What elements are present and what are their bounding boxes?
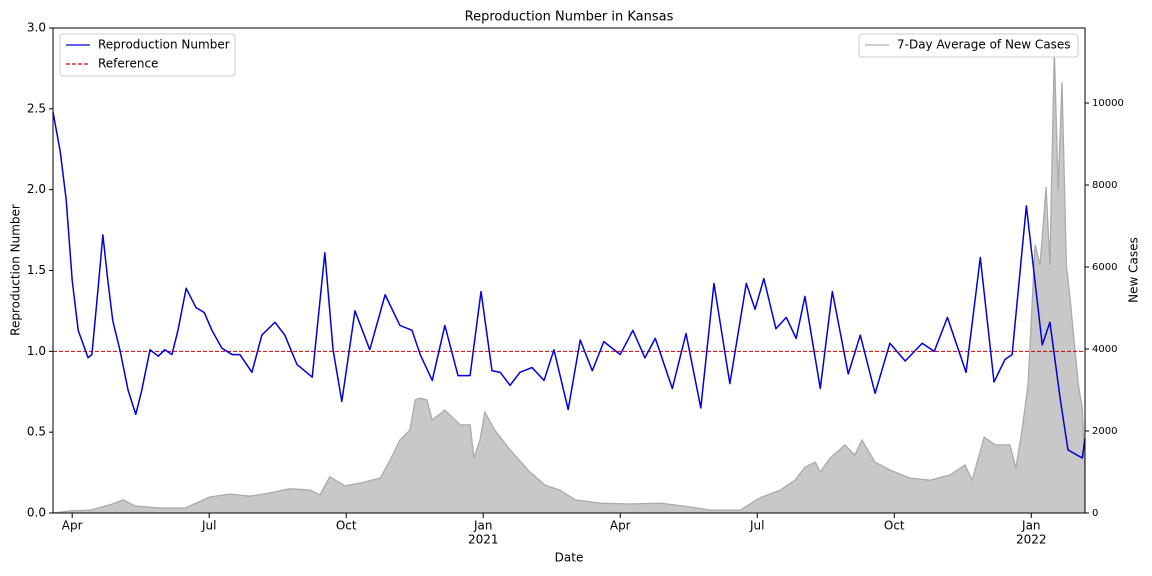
y2-tick-label: 2000 [1092,426,1117,437]
y-axis-label: Reproduction Number [9,204,23,336]
legend-label: Reference [98,57,158,71]
legend: 7-Day Average of New Cases [858,33,1079,58]
x-tick-year: 2021 [468,533,499,547]
y2-tick-label: 10000 [1092,98,1124,109]
x-tick-year: 2022 [1016,533,1047,547]
y2-tick-label: 0 [1092,508,1098,519]
legend: Reproduction Number Reference [59,33,236,77]
legend-label: 7-Day Average of New Cases [897,38,1071,52]
area [53,50,1085,513]
x-tick-label: Oct [884,519,905,533]
x-tick-label: Jul [201,519,216,533]
legend-label: Reproduction Number [98,38,230,52]
legend-box [858,33,1079,58]
line [52,111,1086,459]
y-tick-label: 1.0 [27,344,46,358]
area-edge [52,50,1086,514]
y-tick-label: 3.0 [27,21,46,35]
x-tick-label: Jan [473,519,493,533]
y-tick-label: 2.0 [27,182,46,196]
x-tick-label: Jan [1021,519,1041,533]
y-tick-label: 1.5 [27,263,46,277]
x-axis-label: Date [555,551,584,565]
y2-axis-label: New Cases [1127,237,1141,303]
y2-tick-label: 8000 [1092,180,1117,191]
plot-frame [52,27,1086,514]
x-tick-label: Apr [62,519,83,533]
chart-title: Reproduction Number in Kansas [465,10,674,25]
legend-box [59,33,236,77]
x-tick-label: Jul [749,519,764,533]
y2-tick-label: 6000 [1092,262,1117,273]
y2-tick-label: 4000 [1092,344,1117,355]
x-tick-label: Oct [336,519,357,533]
y-tick-label: 2.5 [27,101,46,115]
y-tick-label: 0.0 [27,506,46,520]
x-tick-label: Apr [610,519,631,533]
y-tick-label: 0.5 [27,425,46,439]
